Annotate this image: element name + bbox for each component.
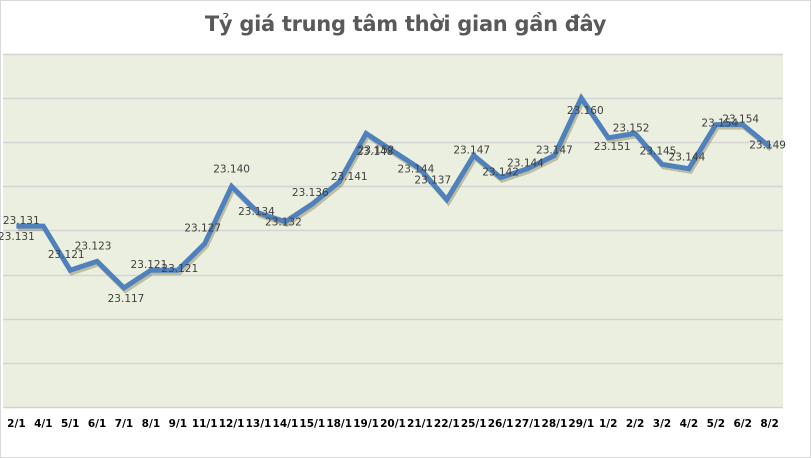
x-tick-label: 4/1 bbox=[34, 418, 52, 430]
x-tick-label: 3/2 bbox=[653, 418, 671, 430]
data-label: 23.137 bbox=[414, 175, 451, 187]
data-label: 23.149 bbox=[749, 140, 786, 152]
data-label: 23.144 bbox=[507, 158, 544, 170]
x-tick-label: 26/1 bbox=[488, 418, 514, 430]
data-label: 23.121 bbox=[161, 263, 198, 275]
data-label: 23.151 bbox=[594, 141, 631, 153]
x-tick-label: 2/2 bbox=[626, 418, 644, 430]
data-label: 23.131 bbox=[3, 215, 40, 227]
data-label: 23.144 bbox=[398, 164, 435, 176]
data-label: 23.154 bbox=[701, 118, 738, 130]
x-tick-label: 15/1 bbox=[299, 418, 325, 430]
data-label: 23.144 bbox=[669, 152, 706, 164]
x-tick-label: 2/1 bbox=[7, 418, 25, 430]
data-label: 23.142 bbox=[482, 167, 519, 179]
x-tick-label: 11/1 bbox=[192, 418, 218, 430]
x-tick-label: 8/2 bbox=[760, 418, 778, 430]
x-tick-label: 5/1 bbox=[61, 418, 79, 430]
data-label: 23.160 bbox=[567, 105, 604, 117]
chart-title: Tỷ giá trung tâm thời gian gần đây bbox=[204, 12, 607, 36]
data-label: 23.123 bbox=[75, 240, 112, 252]
data-label: 23.121 bbox=[48, 249, 85, 261]
data-label: 23.154 bbox=[722, 114, 759, 126]
data-label: 23.132 bbox=[265, 217, 302, 229]
x-tick-label: 14/1 bbox=[273, 418, 299, 430]
data-label: 23.121 bbox=[131, 259, 168, 271]
data-label: 23.152 bbox=[613, 122, 650, 134]
x-tick-label: 6/1 bbox=[88, 418, 106, 430]
data-label: 23.148 bbox=[357, 146, 394, 158]
data-label: 23.147 bbox=[536, 145, 573, 157]
x-tick-label: 29/1 bbox=[568, 418, 594, 430]
data-label: 23.152 bbox=[358, 144, 395, 156]
x-tick-label: 18/1 bbox=[326, 418, 352, 430]
x-tick-label: 19/1 bbox=[353, 418, 379, 430]
x-tick-label: 20/1 bbox=[380, 418, 406, 430]
x-tick-label: 5/2 bbox=[707, 418, 725, 430]
x-tick-label: 25/1 bbox=[461, 418, 487, 430]
x-tick-label: 22/1 bbox=[434, 418, 460, 430]
data-label: 23.134 bbox=[238, 206, 275, 218]
x-tick-label: 12/1 bbox=[219, 418, 245, 430]
x-tick-label: 9/1 bbox=[169, 418, 187, 430]
data-label: 23.117 bbox=[108, 293, 145, 305]
data-label: 23.140 bbox=[213, 163, 250, 175]
x-tick-label: 1/2 bbox=[599, 418, 617, 430]
data-label: 23.145 bbox=[640, 145, 677, 157]
x-tick-label: 7/1 bbox=[115, 418, 133, 430]
data-label: 23.147 bbox=[453, 145, 490, 157]
x-tick-label: 4/2 bbox=[680, 418, 698, 430]
x-tick-label: 28/1 bbox=[542, 418, 568, 430]
x-tick-label: 27/1 bbox=[515, 418, 541, 430]
data-label: 23.131 bbox=[0, 231, 35, 243]
x-tick-label: 8/1 bbox=[142, 418, 160, 430]
data-label: 23.127 bbox=[184, 223, 221, 235]
x-tick-label: 6/2 bbox=[733, 418, 751, 430]
x-tick-label: 13/1 bbox=[246, 418, 272, 430]
series-line bbox=[16, 93, 772, 292]
data-label: 23.141 bbox=[331, 171, 368, 183]
x-tick-label: 21/1 bbox=[407, 418, 433, 430]
data-label: 23.136 bbox=[292, 187, 329, 199]
